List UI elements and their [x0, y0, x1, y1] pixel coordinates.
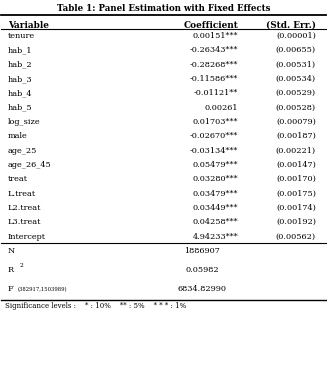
Text: Intercept: Intercept: [8, 233, 46, 241]
Text: Significance levels :    * : 10%    ** : 5%    * * * : 1%: Significance levels : * : 10% ** : 5% * …: [5, 302, 186, 310]
Text: age_26_45: age_26_45: [8, 161, 52, 169]
Text: 0.05479***: 0.05479***: [193, 161, 238, 169]
Text: 0.03280***: 0.03280***: [193, 175, 238, 183]
Text: (Std. Err.): (Std. Err.): [266, 20, 316, 30]
Text: male: male: [8, 132, 27, 140]
Text: (0.00147): (0.00147): [276, 161, 316, 169]
Text: (0.00174): (0.00174): [276, 204, 316, 212]
Text: (382917,1503989): (382917,1503989): [18, 287, 67, 293]
Text: L2.treat: L2.treat: [8, 204, 41, 212]
Text: hab_1: hab_1: [8, 46, 32, 54]
Text: N: N: [8, 247, 15, 255]
Text: (0.00562): (0.00562): [276, 233, 316, 241]
Text: (0.00534): (0.00534): [276, 75, 316, 83]
Text: 0.04258***: 0.04258***: [193, 218, 238, 226]
Text: Table 1: Panel Estimation with Fixed Effects: Table 1: Panel Estimation with Fixed Eff…: [57, 4, 270, 13]
Text: treat: treat: [8, 175, 28, 183]
Text: (0.00221): (0.00221): [276, 147, 316, 155]
Text: 2: 2: [20, 263, 24, 268]
Text: -0.28268***: -0.28268***: [190, 60, 238, 69]
Text: -0.01121**: -0.01121**: [194, 89, 238, 97]
Text: Coefficient: Coefficient: [183, 20, 238, 30]
Text: (0.00192): (0.00192): [276, 218, 316, 226]
Text: -0.03134***: -0.03134***: [190, 147, 238, 155]
Text: -0.26343***: -0.26343***: [190, 46, 238, 54]
Text: (0.00175): (0.00175): [276, 190, 316, 198]
Text: (0.00001): (0.00001): [276, 32, 316, 40]
Text: (0.00170): (0.00170): [276, 175, 316, 183]
Text: (0.00528): (0.00528): [276, 104, 316, 112]
Text: R: R: [8, 266, 14, 274]
Text: (0.00079): (0.00079): [276, 118, 316, 126]
Text: 0.01703***: 0.01703***: [193, 118, 238, 126]
Text: -0.11586***: -0.11586***: [190, 75, 238, 83]
Text: 4.94233***: 4.94233***: [192, 233, 238, 241]
Text: hab_2: hab_2: [8, 60, 32, 69]
Text: tenure: tenure: [8, 32, 35, 40]
Text: 6834.82990: 6834.82990: [178, 285, 227, 293]
Text: (0.00187): (0.00187): [276, 132, 316, 140]
Text: hab_3: hab_3: [8, 75, 32, 83]
Text: hab_5: hab_5: [8, 104, 32, 112]
Text: L.treat: L.treat: [8, 190, 36, 198]
Text: 0.03449***: 0.03449***: [193, 204, 238, 212]
Text: -0.02670***: -0.02670***: [190, 132, 238, 140]
Text: 1886907: 1886907: [184, 247, 220, 255]
Text: log_size: log_size: [8, 118, 41, 126]
Text: Variable: Variable: [8, 20, 49, 30]
Text: 0.03479***: 0.03479***: [193, 190, 238, 198]
Text: 0.00151***: 0.00151***: [193, 32, 238, 40]
Text: L3.treat: L3.treat: [8, 218, 41, 226]
Text: (0.00529): (0.00529): [276, 89, 316, 97]
Text: F: F: [8, 285, 14, 293]
Text: hab_4: hab_4: [8, 89, 32, 97]
Text: 0.05982: 0.05982: [186, 266, 219, 274]
Text: age_25: age_25: [8, 147, 37, 155]
Text: (0.00655): (0.00655): [276, 46, 316, 54]
Text: 0.00261: 0.00261: [205, 104, 238, 112]
Text: (0.00531): (0.00531): [276, 60, 316, 69]
